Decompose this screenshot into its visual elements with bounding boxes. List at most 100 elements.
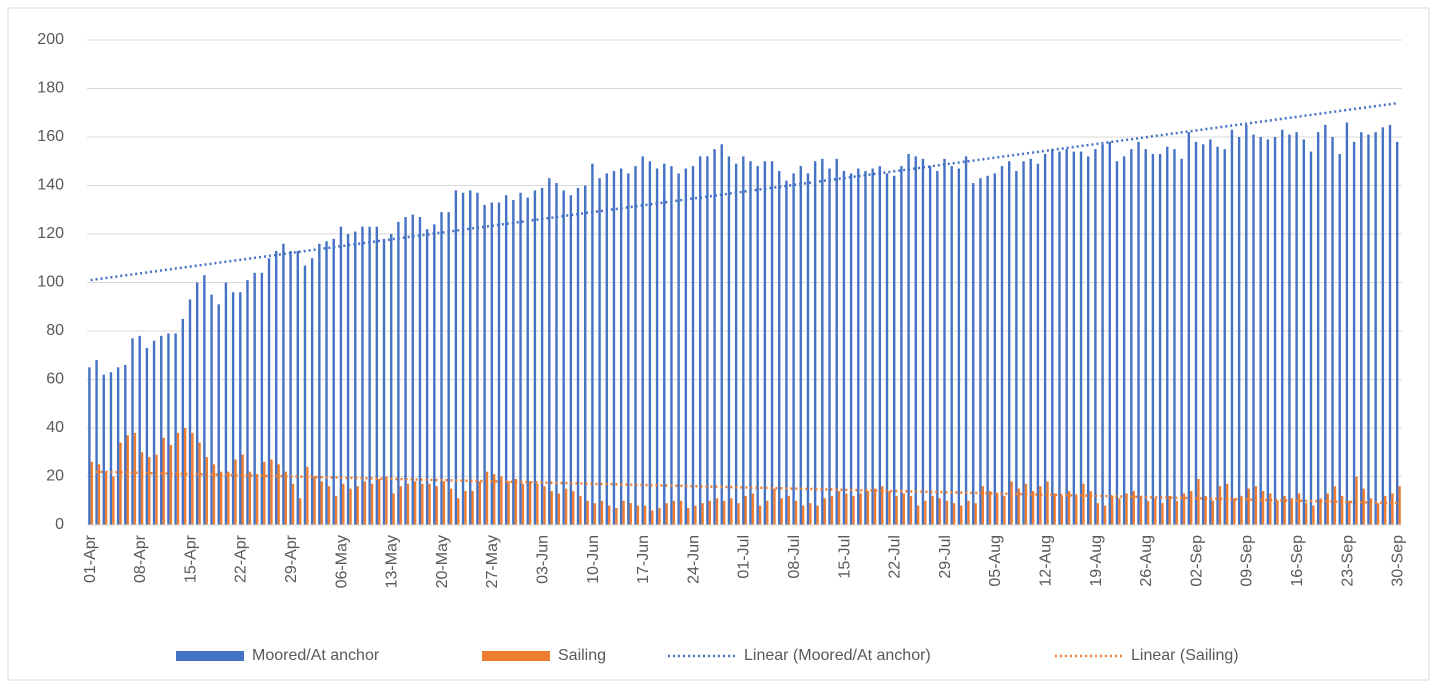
bar [1058,151,1061,526]
bar [1146,500,1150,525]
bar [1331,137,1334,525]
legend-label: Sailing [558,647,606,664]
bar [212,464,216,525]
bar [1283,495,1286,525]
bar [392,493,395,525]
bar [519,192,522,525]
x-tick-label: 16-Sep [1289,535,1306,587]
bar [356,486,359,525]
bar [1225,483,1229,525]
x-tick-label: 05-Aug [987,535,1004,587]
bar [1345,122,1349,525]
bar [1273,137,1277,525]
bar [1096,503,1100,525]
bar [1079,151,1083,526]
bar [687,508,690,525]
bar [1252,134,1255,525]
x-tick-label: 08-Apr [132,534,149,583]
y-tick-label: 160 [37,128,64,145]
bar [382,238,386,525]
bar [145,347,149,525]
bar [1376,503,1380,525]
bar [744,495,747,525]
bar [1094,149,1097,525]
bar [184,428,187,525]
bar [813,161,817,525]
bar [88,367,91,525]
bar [1348,500,1351,525]
bar [742,156,745,525]
bar [727,156,731,525]
bar [90,461,93,525]
bar [512,200,515,526]
bar [507,481,510,525]
x-tick-label: 29-Jul [937,535,954,579]
bar [1204,495,1207,525]
bar [799,166,802,525]
bar [349,488,352,525]
bar [852,495,855,525]
bar [1360,132,1363,525]
bar [792,173,795,525]
bar [478,481,482,525]
bar [914,156,917,525]
bar [306,466,309,525]
bar [586,500,589,525]
bar [878,166,882,525]
bar [188,299,192,525]
bar [938,498,941,525]
bar [636,505,640,525]
bar [275,250,278,525]
y-tick-label: 200 [37,31,64,48]
bar [440,212,443,526]
bar [629,503,632,525]
bar [720,144,723,525]
bar [605,173,608,525]
bar [691,166,695,525]
bar [332,238,335,525]
bar [902,493,905,525]
bar [1089,491,1092,525]
bar [794,500,798,525]
bar [1161,503,1164,525]
bar [708,500,711,525]
bar [895,495,898,525]
bar [1022,161,1025,525]
bar [454,190,458,525]
x-tick-label: 20-May [434,535,451,588]
bar [1281,129,1284,525]
bar [327,486,331,525]
bar [104,471,108,525]
bar [1122,156,1126,525]
bar [497,202,501,525]
bar [1367,134,1370,525]
bar [1391,493,1394,525]
bar [320,481,323,525]
bar [751,493,755,525]
bar [500,476,503,525]
chart-border [7,7,1430,681]
bar [885,173,889,525]
bar [1103,505,1107,525]
bar [313,476,316,525]
bar [1060,495,1064,525]
bar [253,272,256,525]
bar [849,173,853,525]
bar [246,280,249,525]
bar [370,483,374,525]
bar [219,471,223,525]
bar [770,161,774,525]
bar [167,333,170,525]
bar [871,168,874,525]
bar [1115,161,1119,525]
x-tick-label: 29-Apr [283,534,300,583]
bar [1029,158,1032,525]
bar [916,505,920,525]
bar [806,173,810,525]
bar [418,217,422,525]
bar [557,493,561,525]
bar [950,166,953,525]
bar [663,163,666,526]
bar [864,170,867,525]
bar [730,498,733,525]
